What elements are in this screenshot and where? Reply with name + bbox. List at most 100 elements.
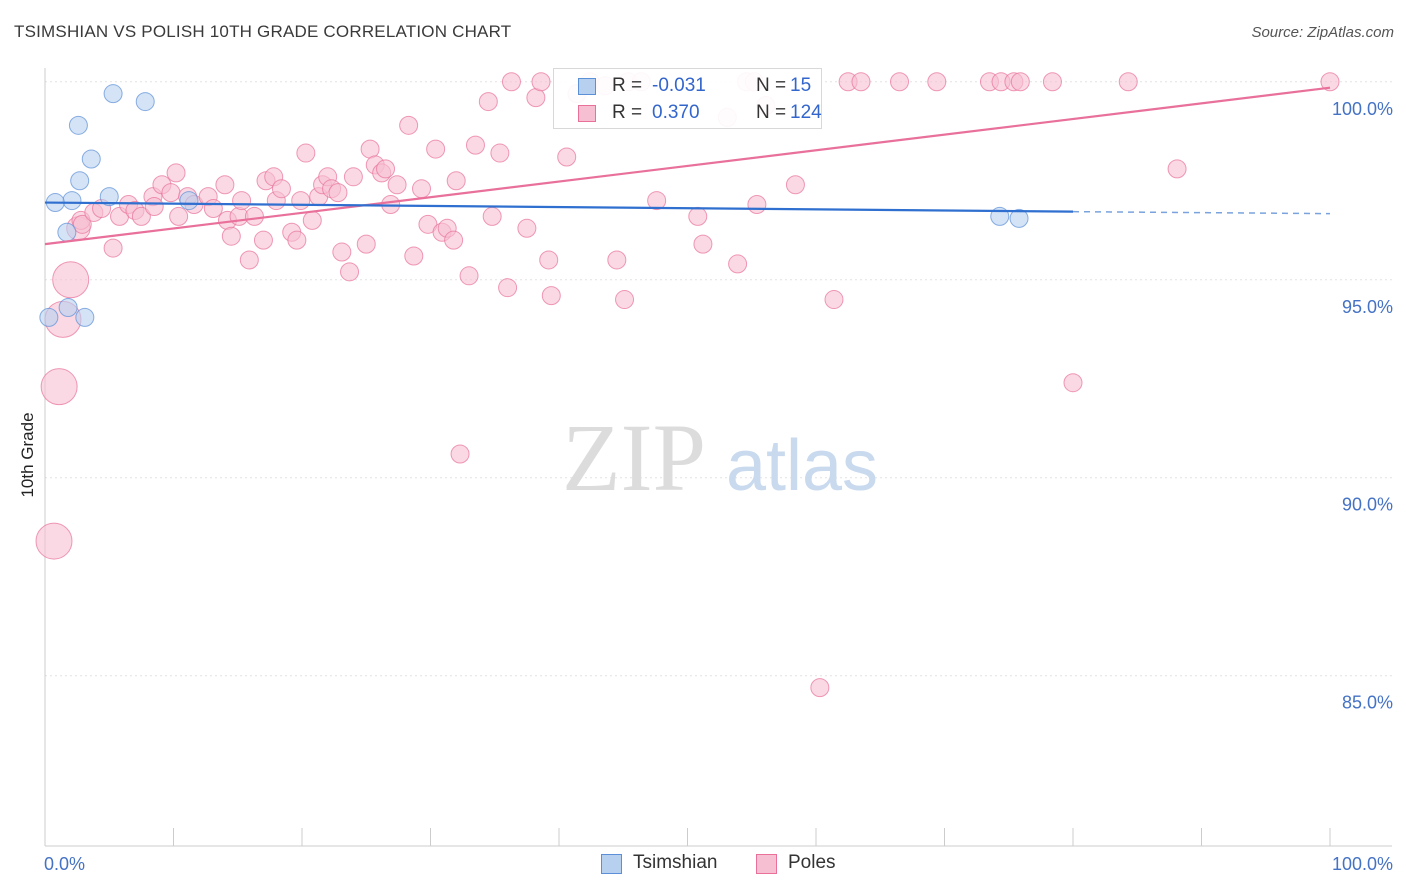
poles-point bbox=[1320, 72, 1340, 92]
tsimshian-point bbox=[57, 222, 77, 242]
y-tick-label: 100.0% bbox=[1332, 99, 1393, 119]
poles-point bbox=[232, 191, 252, 211]
poles-point bbox=[693, 234, 713, 254]
poles-point bbox=[302, 210, 322, 230]
poles-point bbox=[647, 191, 667, 211]
chart-source: Source: ZipAtlas.com bbox=[1251, 24, 1394, 41]
poles-point bbox=[287, 230, 307, 250]
poles-point bbox=[450, 444, 470, 464]
tsimshian-point bbox=[39, 307, 59, 327]
poles-point bbox=[343, 167, 363, 187]
tsimshian-trend-line bbox=[44, 201, 1074, 213]
poles-point bbox=[103, 238, 123, 258]
poles-point bbox=[166, 163, 186, 183]
poles-point bbox=[239, 250, 259, 270]
poles-point bbox=[810, 678, 830, 698]
n-label: N = bbox=[756, 75, 787, 96]
poles-point bbox=[490, 143, 510, 163]
poles-point bbox=[747, 195, 767, 215]
poles-point bbox=[539, 250, 559, 270]
r-label: R = bbox=[612, 102, 643, 123]
tick-labels: 85.0% 90.0% 95.0% 100.0% 0.0% 100.0% bbox=[44, 99, 1393, 874]
r-value-poles: 0.370 bbox=[652, 102, 700, 123]
poles-point bbox=[465, 135, 485, 155]
poles-point bbox=[296, 143, 316, 163]
tsimshian-point bbox=[58, 297, 78, 317]
poles-point bbox=[387, 175, 407, 195]
poles-point bbox=[144, 197, 164, 217]
watermark: ZIP atlas bbox=[562, 404, 878, 511]
y-tick-label: 95.0% bbox=[1342, 297, 1393, 317]
poles-point bbox=[728, 254, 748, 274]
poles-point bbox=[1063, 373, 1083, 393]
tsimshian-point bbox=[81, 149, 101, 169]
poles-point bbox=[459, 266, 479, 286]
poles-point bbox=[356, 234, 376, 254]
poles-point bbox=[412, 179, 432, 199]
poles-trend-line bbox=[44, 86, 1331, 246]
poles-point bbox=[785, 175, 805, 195]
poles-swatch bbox=[578, 105, 596, 122]
trend-lines bbox=[44, 86, 1331, 246]
tsimshian-point bbox=[103, 84, 123, 104]
poles-point bbox=[332, 242, 352, 262]
poles-point bbox=[890, 72, 910, 92]
poles-point bbox=[203, 198, 223, 218]
gridlines bbox=[45, 81, 1392, 677]
legend-swatch-poles bbox=[756, 854, 777, 874]
poles-point bbox=[444, 230, 464, 250]
poles-point bbox=[404, 246, 424, 266]
poles-point bbox=[340, 262, 360, 282]
poles-point bbox=[478, 92, 498, 112]
tsimshian-point bbox=[179, 191, 199, 211]
y-axis-label: 10th Grade bbox=[18, 412, 37, 498]
poles-point bbox=[526, 88, 546, 108]
r-label: R = bbox=[612, 75, 643, 96]
tsimshian-point bbox=[62, 191, 82, 211]
y-tick-label: 85.0% bbox=[1342, 693, 1393, 713]
poles-point bbox=[501, 72, 521, 92]
legend-label-poles: Poles bbox=[788, 852, 836, 873]
tsimshian-point bbox=[99, 187, 119, 207]
n-label: N = bbox=[756, 102, 787, 123]
poles-point bbox=[169, 206, 189, 226]
poles-point bbox=[688, 206, 708, 226]
tsimshian-point bbox=[1009, 208, 1029, 228]
poles-point bbox=[541, 286, 561, 306]
poles-point bbox=[221, 226, 241, 246]
poles-point bbox=[1042, 72, 1062, 92]
poles-point bbox=[517, 218, 537, 238]
poles-point bbox=[360, 139, 380, 159]
poles-point bbox=[376, 159, 396, 179]
poles-point bbox=[35, 522, 73, 560]
watermark-atlas: atlas bbox=[726, 426, 878, 506]
poles-point bbox=[40, 368, 78, 406]
poles-point bbox=[531, 72, 551, 92]
poles-point bbox=[851, 72, 871, 92]
x-tick-label: 100.0% bbox=[1332, 854, 1393, 874]
poles-point bbox=[131, 206, 151, 226]
poles-point bbox=[399, 115, 419, 135]
poles-point bbox=[253, 230, 273, 250]
poles-point bbox=[615, 290, 635, 310]
poles-point bbox=[271, 179, 291, 199]
tsimshian-point bbox=[68, 115, 88, 135]
poles-point bbox=[607, 250, 627, 270]
poles-point bbox=[328, 183, 348, 203]
poles-point bbox=[291, 191, 311, 211]
watermark-zip: ZIP bbox=[562, 404, 706, 511]
poles-point bbox=[426, 139, 446, 159]
n-value-poles: 124 bbox=[790, 102, 822, 123]
chart-title: TSIMSHIAN VS POLISH 10TH GRADE CORRELATI… bbox=[14, 22, 512, 41]
poles-point bbox=[498, 278, 518, 298]
tsimshian-points bbox=[39, 84, 1029, 327]
y-tick-label: 90.0% bbox=[1342, 495, 1393, 515]
poles-point bbox=[161, 183, 181, 203]
poles-point bbox=[1118, 72, 1138, 92]
tsimshian-point bbox=[70, 171, 90, 191]
poles-point bbox=[446, 171, 466, 191]
axes bbox=[44, 68, 1392, 847]
poles-point bbox=[244, 206, 264, 226]
tsimshian-trend-extension bbox=[1072, 210, 1331, 215]
